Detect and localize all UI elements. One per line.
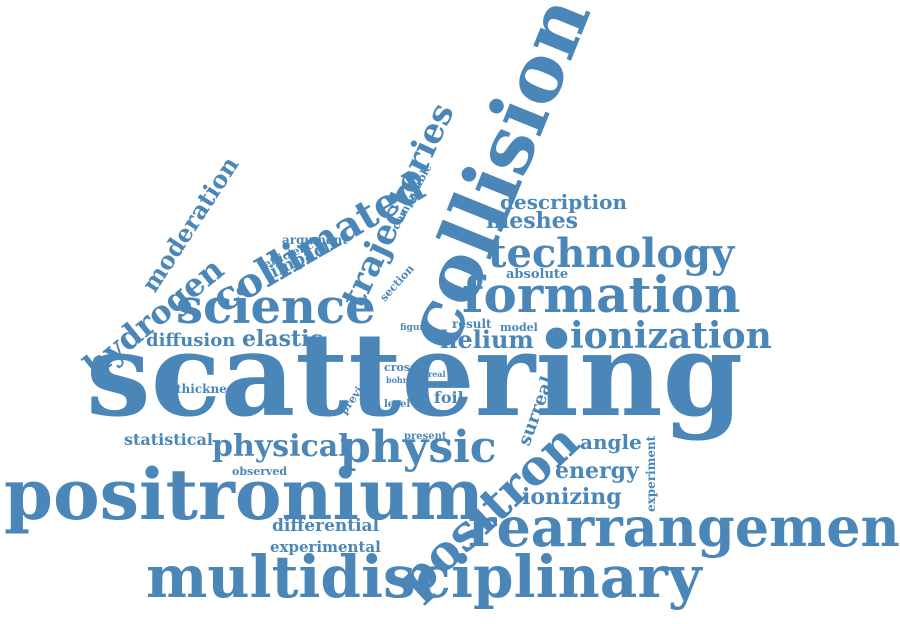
word-argument: argument (282, 233, 348, 247)
word-ionization: ionization (570, 315, 772, 357)
word-experiment: experiment (644, 435, 658, 512)
word-bohm: bohm (386, 375, 412, 385)
word-diffusion: diffusion (146, 330, 236, 351)
word-physical: physical (212, 429, 350, 464)
word-cross: cross (384, 361, 417, 374)
word-elastic: elastic (242, 326, 323, 352)
word-foil: foil (434, 388, 464, 407)
word-rearrangement: rearrangement (468, 495, 900, 559)
word-level: level (384, 399, 411, 410)
word-experimental: experimental (270, 538, 381, 556)
word-statistical: statistical (124, 430, 213, 449)
word-ionizing: ionizing (522, 484, 622, 510)
word-helium: helium (440, 325, 534, 354)
word-result: result (452, 317, 492, 331)
word-multidisciplinary: multidisciplinary (146, 543, 702, 611)
word-description: description (500, 190, 627, 214)
word-meshes: meshes (486, 208, 579, 234)
word-absolute: absolute (506, 267, 569, 282)
word-real: real (428, 369, 446, 379)
word-science: science (176, 279, 376, 335)
word-positronium: positronium (4, 453, 484, 536)
word-technology: technology (488, 230, 735, 277)
word-thickness: thickness (176, 382, 241, 396)
word-scattering: scattering (86, 308, 743, 443)
word-figure: figure (400, 323, 430, 333)
word-angle: angle (580, 430, 642, 454)
word-observed: observed (232, 465, 288, 478)
word-formation: formation (462, 265, 741, 324)
word-model: model (500, 321, 538, 334)
word-differential: differential (272, 516, 380, 536)
word-physic: physic (340, 422, 497, 473)
word-present: present (404, 431, 447, 442)
word-energy: energy (555, 458, 639, 484)
